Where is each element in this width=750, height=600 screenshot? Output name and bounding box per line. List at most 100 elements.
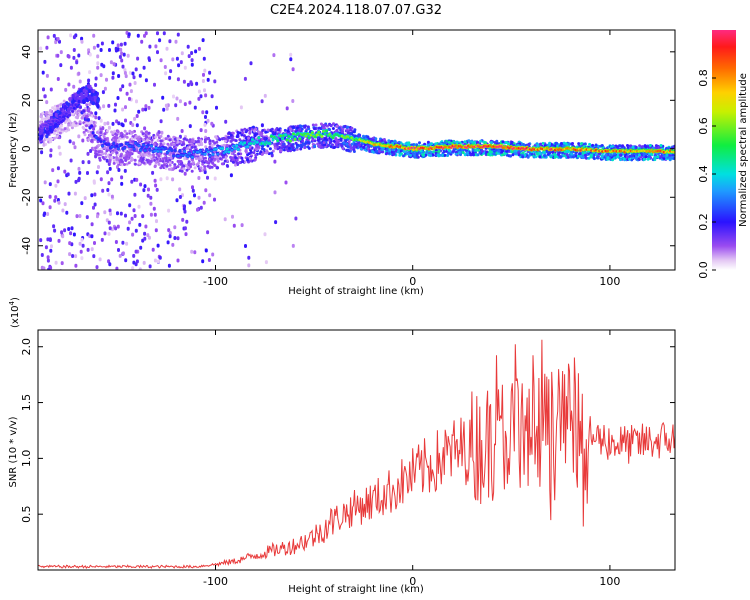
heatmap-cell [137,144,141,147]
heatmap-cell [85,103,89,107]
heatmap-cell [553,153,556,156]
heatmap-cell [197,89,201,94]
heatmap-cell [132,253,136,258]
heatmap-cell [72,35,76,40]
heatmap-cell [78,120,82,124]
heatmap-cell [178,195,182,199]
heatmap-cell [436,153,440,157]
heatmap-cell [672,157,675,160]
heatmap-cell [349,146,353,149]
heatmap-cell [74,263,78,268]
heatmap-cell [257,145,261,148]
heatmap-cell [648,144,652,147]
heatmap-cell [347,149,351,153]
heatmap-cell [127,161,131,165]
heatmap-cell [124,74,128,79]
heatmap-cell [78,113,82,117]
heatmap-cell [230,148,234,152]
heatmap-cell [210,165,214,169]
heatmap-cell [90,234,94,239]
heatmap-cell [54,260,58,265]
heatmap-cell [59,50,63,55]
heatmap-cell [475,148,479,152]
heatmap-cell [616,145,619,149]
heatmap-cell [274,220,278,225]
heatmap-cell [234,156,238,160]
heatmap-cell [291,243,295,248]
heatmap-cell [497,149,501,153]
heatmap-cell [282,144,286,148]
heatmap-cell [664,154,668,158]
heatmap-cell [79,106,82,109]
heatmap-cell [79,249,83,254]
heatmap-cell [215,157,219,161]
heatmap-cell [248,126,252,130]
heatmap-cell [177,63,181,68]
heatmap-cell [156,259,160,264]
heatmap-cell [103,121,107,126]
heatmap-cell [129,159,133,162]
heatmap-cell [70,126,74,130]
heatmap-cell [190,169,194,173]
heatmap-cell [233,147,237,150]
heatmap-cell [81,160,85,165]
heatmap-cell [229,173,233,178]
heatmap-cell [183,150,187,153]
heatmap-cell [430,142,434,146]
heatmap-cell [53,228,57,233]
heatmap-cell [243,76,247,81]
heatmap-cell [139,182,143,187]
heatmap-cell [154,228,158,233]
heatmap-cell [49,122,52,126]
heatmap-cell [123,168,127,173]
heatmap-cell [137,109,141,114]
heatmap-cell [74,179,78,184]
heatmap-cell [251,138,254,141]
heatmap-cell [616,155,620,158]
heatmap-cell [130,216,134,221]
heatmap-cell [268,142,272,145]
heatmap-cell [662,156,666,160]
heatmap-cell [153,82,156,87]
heatmap-cell [626,144,629,147]
heatmap-cell [171,177,175,182]
heatmap-cell [124,213,127,218]
heatmap-cell [218,157,222,161]
heatmap-cell [112,142,116,145]
heatmap-cell [135,99,138,104]
heatmap-cell [90,222,94,227]
heatmap-cell [266,128,270,132]
heatmap-cell [128,82,132,87]
heatmap-cell [123,134,127,138]
heatmap-cell [165,151,169,155]
heatmap-cell [53,129,57,133]
heatmap-cell [111,40,115,45]
heatmap-cell [521,155,525,159]
heatmap-cell [220,162,224,166]
heatmap-cell [150,99,154,104]
heatmap-cell [606,156,610,160]
heatmap-cell [341,147,345,150]
heatmap-cell [413,155,417,159]
heatmap-cell [161,157,165,161]
heatmap-cell [587,156,591,160]
heatmap-cell [94,115,98,120]
heatmap-cell [234,163,237,167]
heatmap-cell [111,71,115,76]
heatmap-cell [77,109,81,113]
heatmap-cell [131,232,135,237]
heatmap-cell [644,155,648,159]
heatmap-cell [97,150,101,154]
heatmap-cell [80,39,84,44]
heatmap-cell [252,125,255,129]
heatmap-cell [86,247,90,252]
heatmap-cell [115,266,119,270]
heatmap-cell [206,230,210,235]
heatmap-cell [114,240,118,244]
heatmap-cell [187,140,191,144]
heatmap-cell [88,113,92,117]
heatmap-cell [323,137,327,141]
heatmap-cell [169,156,173,160]
heatmap-cell [39,115,43,119]
heatmap-cell [40,128,44,133]
